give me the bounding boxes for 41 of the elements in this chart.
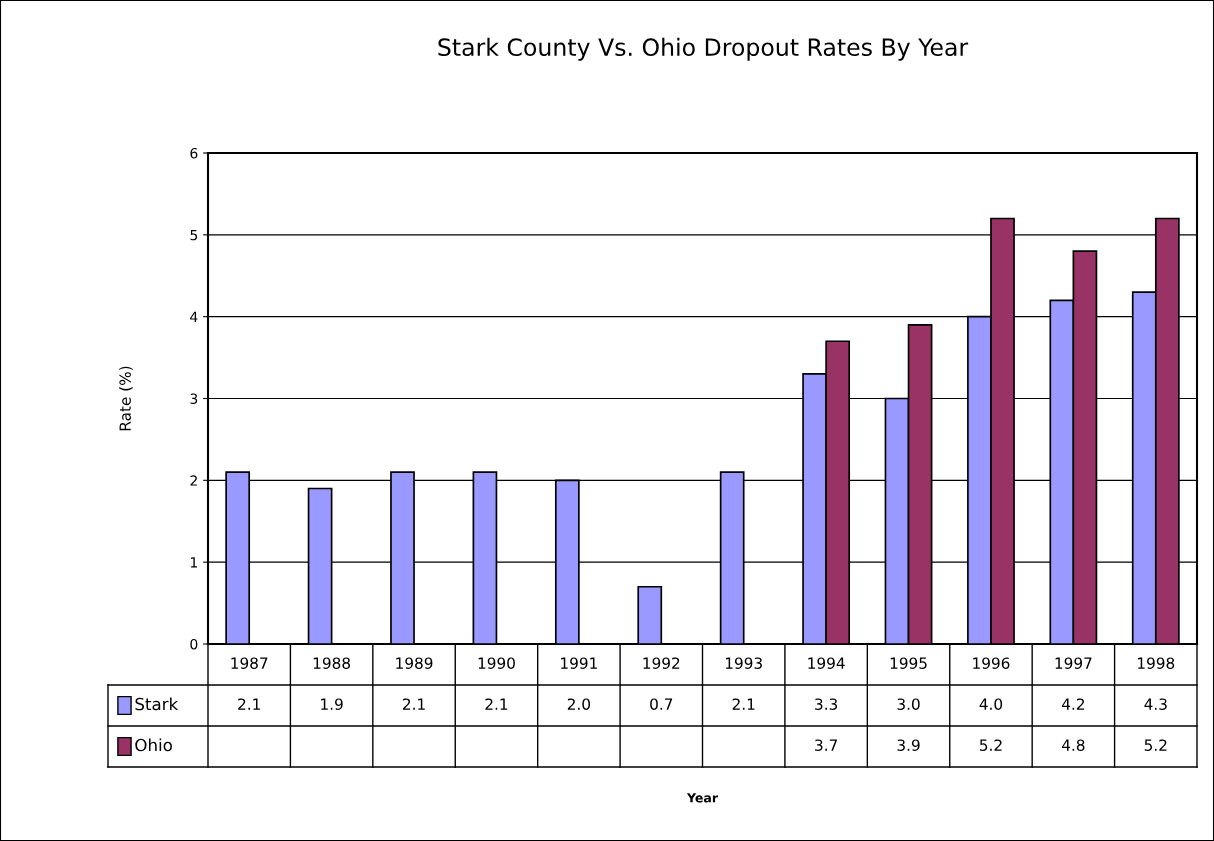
data-label: 4.0 [979, 698, 1003, 710]
x-tick-label: 1994 [808, 657, 845, 669]
data-label: 2.0 [567, 698, 591, 710]
data-label: 2.1 [238, 698, 260, 710]
x-tick-label: 1988 [313, 657, 351, 669]
data-label: 2.1 [403, 698, 425, 710]
data-label: 3.0 [897, 698, 920, 710]
y-tick-label: 6 [190, 147, 198, 159]
x-tick-label: 1995 [890, 657, 927, 669]
data-label: 4.2 [1061, 698, 1084, 710]
data-label: 5.2 [979, 739, 1002, 751]
x-tick-label: 1990 [478, 657, 515, 669]
text: Year [686, 793, 718, 803]
y-tick-label: 4 [190, 311, 198, 322]
x-tick-label: 1987 [231, 657, 268, 669]
data-label: 0.7 [650, 698, 673, 710]
data-label: 4.8 [1061, 739, 1085, 751]
y-axis-title: Rate (%) [119, 366, 133, 431]
legend-label: Ohio [135, 738, 172, 752]
data-label: 1.9 [321, 698, 343, 710]
chart-title: Stark County Vs. Ohio Dropout Rates By Year [438, 37, 969, 61]
x-tick-label: 1991 [561, 657, 597, 669]
x-tick-label: 1998 [1138, 657, 1175, 669]
x-tick-label: 1992 [643, 657, 680, 669]
legend-label: Stark [135, 697, 179, 711]
data-label: 5.2 [1144, 739, 1167, 751]
x-tick-label: 1997 [1055, 657, 1092, 669]
y-tick-label: 5 [190, 229, 198, 241]
y-tick-label: 3 [190, 393, 198, 404]
y-tick-label: 1 [190, 557, 197, 568]
data-label: 2.1 [732, 698, 755, 710]
y-tick-label: 2 [190, 475, 197, 486]
x-tick-label: 1996 [973, 657, 1010, 669]
x-tick-label: 1989 [396, 657, 433, 669]
data-label: 3.9 [897, 739, 920, 751]
y-tick-label: 0 [190, 638, 198, 650]
x-tick-label: 1993 [725, 657, 762, 669]
data-label: 4.3 [1144, 698, 1167, 710]
data-label: 3.3 [815, 698, 838, 710]
data-label: 3.7 [815, 739, 837, 751]
data-label: 2.1 [485, 698, 508, 710]
